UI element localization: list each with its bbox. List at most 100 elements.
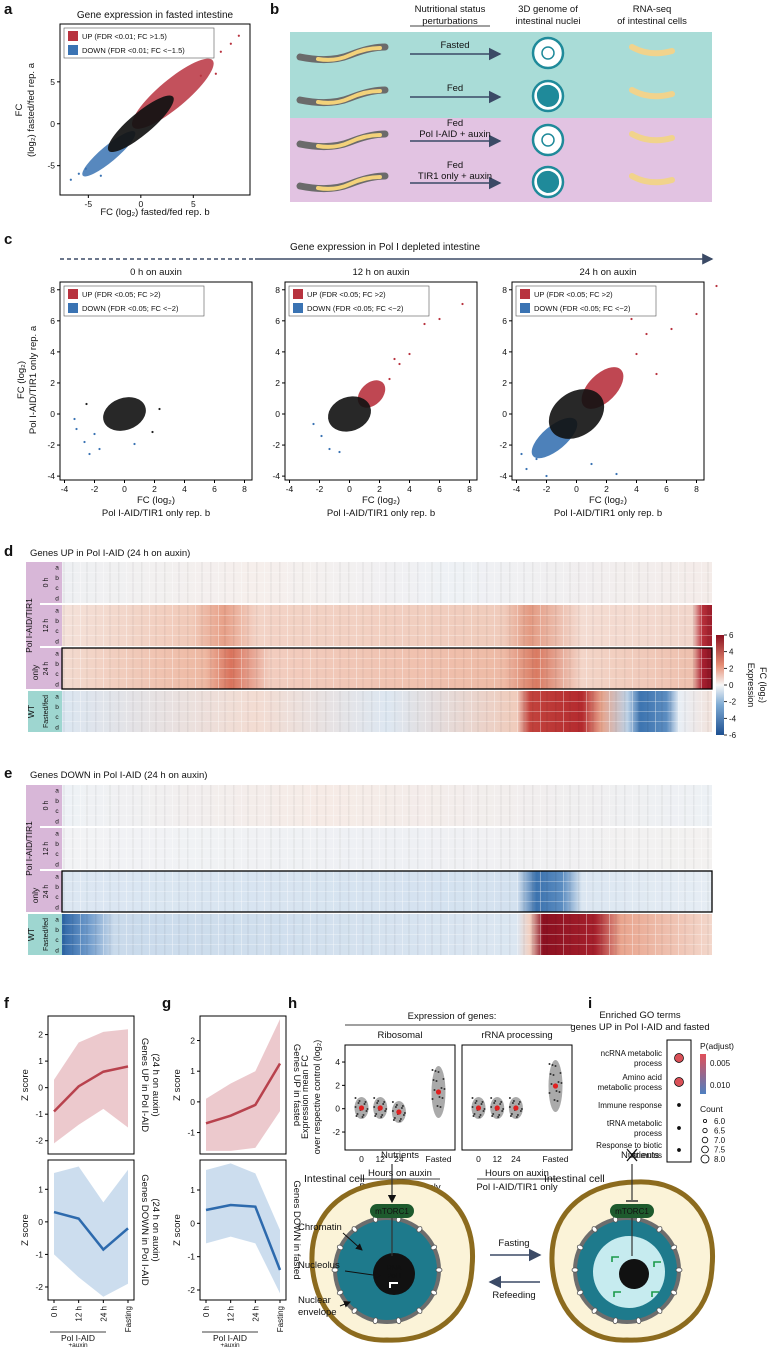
point xyxy=(84,167,87,170)
go-term: process xyxy=(634,1059,662,1068)
nuclear-pore xyxy=(656,1307,663,1314)
y-tick-label: 8 xyxy=(50,285,55,295)
axis-label: FC (log₂) xyxy=(16,361,27,399)
panel-title: Genes UP in Pol I-AID (24 h on auxin) xyxy=(30,548,190,559)
legend-label: UP (FDR <0.05; FC >2) xyxy=(534,290,613,299)
colorbar xyxy=(716,635,724,735)
legend-swatch xyxy=(293,289,303,299)
y-tick-label: -2 xyxy=(35,1282,43,1292)
callout: Nuclear xyxy=(298,1295,331,1306)
mean-marker xyxy=(513,1105,519,1111)
panel-label: h xyxy=(288,995,297,1012)
x-tick-label: 24 h xyxy=(251,1306,260,1322)
point xyxy=(695,312,698,316)
time-label: 12 h xyxy=(43,619,50,633)
mtorc1 xyxy=(610,1204,654,1218)
point xyxy=(480,1103,483,1105)
legend-swatch xyxy=(520,289,530,299)
point xyxy=(365,1110,368,1112)
legend-title: P(adjust) xyxy=(700,1041,734,1051)
intestine xyxy=(316,46,382,62)
nuclear-pore xyxy=(430,1244,438,1251)
point xyxy=(75,427,78,431)
axis-label: FC (log₂) xyxy=(137,495,175,506)
legend-tick: 6.5 xyxy=(714,1127,726,1136)
point xyxy=(133,442,136,446)
point xyxy=(471,1106,474,1108)
x-tick-label: 0 xyxy=(574,484,579,494)
point xyxy=(375,1113,378,1115)
go-dot xyxy=(677,1126,681,1130)
point xyxy=(69,178,72,181)
y-tick-label: 0 xyxy=(38,1083,43,1093)
replicate-label: a xyxy=(55,651,59,658)
x-tick-label: 0 h xyxy=(202,1306,211,1317)
annotation-strip xyxy=(40,605,62,646)
pol-label: Pol I xyxy=(387,1273,401,1280)
condition-label: TIR1 only + auxin xyxy=(418,171,492,182)
point xyxy=(500,1101,503,1103)
annotation-strip xyxy=(40,785,62,826)
x-tick-label: 0 xyxy=(476,1154,481,1164)
x-tick-label: 0 xyxy=(347,484,352,494)
point xyxy=(312,422,315,426)
legend-swatch xyxy=(68,45,78,55)
y-tick-label: 6 xyxy=(50,316,55,326)
transcription-arrow xyxy=(651,1291,659,1297)
point xyxy=(558,1091,561,1093)
go-term: stimulus xyxy=(633,1151,662,1160)
legend-tick: 6.0 xyxy=(714,1117,726,1126)
point xyxy=(399,1118,402,1120)
replicate-label: a xyxy=(55,831,59,838)
transcription-arrow xyxy=(653,1261,661,1267)
panel-title: genes UP in Pol I-AID and fasted xyxy=(570,1022,709,1033)
side-label: Genes DOWN in Pol I-AID xyxy=(139,1174,150,1286)
point xyxy=(442,1078,445,1080)
size-key xyxy=(700,1154,710,1164)
go-term: process xyxy=(634,1129,662,1138)
point xyxy=(99,174,102,177)
y-tick-label: 0 xyxy=(502,409,507,419)
point xyxy=(391,1101,394,1103)
x-tick-label: 2 xyxy=(152,484,157,494)
panel-label: f xyxy=(4,995,10,1012)
time-label: 24 h xyxy=(43,885,50,899)
colorbar-label: FC (log₂) xyxy=(758,667,768,703)
point xyxy=(490,1097,493,1099)
axis-label: Pol I-AID/TIR1 only rep. a xyxy=(28,325,39,434)
strain-label: Pol I-AID/TIR1 xyxy=(24,821,34,876)
point xyxy=(393,357,396,361)
point xyxy=(199,74,202,77)
replicate-label: d xyxy=(55,904,59,911)
point xyxy=(590,462,593,466)
point xyxy=(478,1116,481,1118)
axis-label: Z score xyxy=(20,1214,31,1246)
time-label: 0 h xyxy=(43,578,50,588)
point-cloud xyxy=(548,389,605,439)
point xyxy=(436,1105,439,1107)
x-tick-label: 0 h xyxy=(50,1306,59,1317)
nuclear-pore xyxy=(656,1226,663,1233)
y-tick-label: 2 xyxy=(335,1080,340,1090)
strain-strip xyxy=(26,562,40,689)
axis-label: FC xyxy=(14,104,25,117)
go-dot xyxy=(677,1148,681,1152)
rna xyxy=(629,173,675,186)
point xyxy=(395,1104,398,1106)
point xyxy=(548,1092,551,1094)
nuclear-pore xyxy=(372,1317,379,1325)
nucleolus xyxy=(619,1259,649,1289)
go-dot xyxy=(677,1103,681,1107)
transcription-arrow xyxy=(611,1256,619,1262)
legend-title: Count xyxy=(700,1104,723,1114)
point xyxy=(398,1120,401,1122)
nuclear-pore xyxy=(351,1307,358,1314)
point xyxy=(431,1098,434,1100)
point xyxy=(383,1101,386,1103)
y-tick-label: -5 xyxy=(47,161,55,171)
panel-title: Gene expression in Pol I depleted intest… xyxy=(290,242,481,253)
mean-marker xyxy=(377,1105,383,1111)
intestine xyxy=(316,175,382,191)
strain-label: only xyxy=(30,887,40,903)
legend-swatch xyxy=(520,303,530,313)
